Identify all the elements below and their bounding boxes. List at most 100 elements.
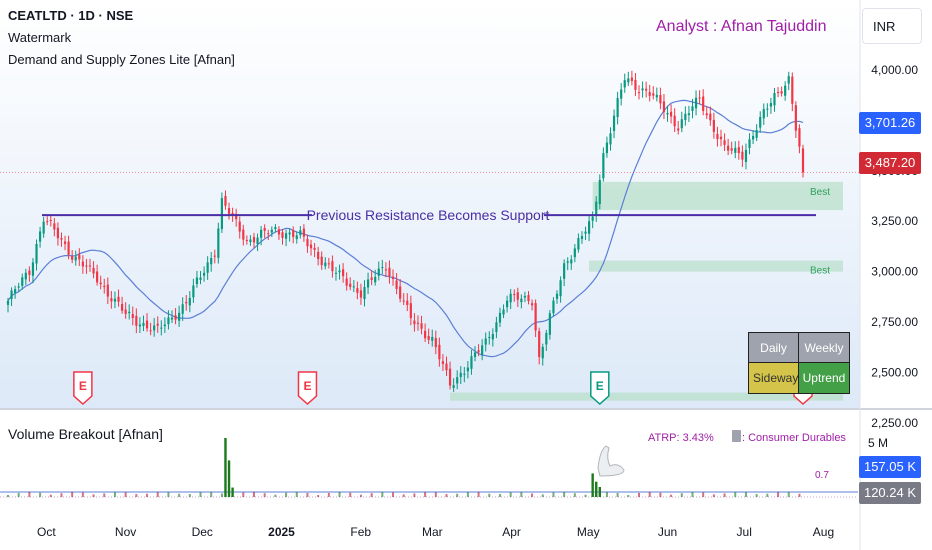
- candle: [659, 87, 662, 110]
- candle: [306, 234, 309, 253]
- candle-body: [466, 367, 469, 372]
- volume-bar: [359, 494, 362, 497]
- last-price-badge: 3,487.20: [859, 152, 921, 174]
- volume-bar: [531, 493, 534, 497]
- candle-body: [345, 278, 348, 286]
- volume-bar: [124, 492, 127, 497]
- price-tick-label: 2,250.00: [871, 416, 918, 430]
- earnings-event-marker[interactable]: E: [590, 371, 610, 406]
- candle: [374, 269, 377, 286]
- candle-body: [630, 77, 633, 81]
- candle-body: [427, 335, 430, 340]
- candle-body: [178, 312, 181, 321]
- candle-body: [673, 115, 676, 127]
- volume-bar: [498, 494, 501, 497]
- candle: [260, 226, 263, 246]
- candle: [131, 306, 134, 326]
- candle-body: [424, 330, 427, 339]
- volume-ma-badge: 157.05 K: [859, 456, 921, 478]
- earnings-marker-shape: [297, 371, 318, 406]
- candle-body: [220, 198, 224, 230]
- volume-spike-bar: [591, 473, 594, 497]
- candle: [652, 86, 655, 100]
- candle: [217, 222, 220, 264]
- candle: [787, 71, 790, 91]
- candle-body: [28, 270, 31, 275]
- symbol-title[interactable]: CEATLTD · 1D · NSE: [8, 8, 134, 23]
- candle: [213, 249, 216, 264]
- candle-body: [284, 233, 288, 239]
- candle-body: [99, 282, 102, 285]
- volume-bar: [670, 494, 673, 497]
- time-tick-label: Jun: [658, 525, 677, 539]
- candle: [620, 83, 623, 106]
- candle-body: [256, 237, 259, 245]
- candle-body: [751, 136, 755, 140]
- candle-body: [702, 96, 705, 111]
- candle: [103, 278, 106, 294]
- candle-body: [545, 332, 548, 345]
- earnings-event-marker[interactable]: E: [73, 371, 93, 406]
- volume-bar: [135, 494, 138, 497]
- candle-body: [185, 301, 188, 304]
- volume-bar: [49, 494, 52, 497]
- currency-selector[interactable]: INR: [862, 8, 922, 44]
- candle-body: [445, 363, 448, 371]
- candle-body: [160, 327, 163, 329]
- candle: [142, 315, 145, 332]
- candle: [424, 323, 427, 343]
- indicator-label-zones[interactable]: Demand and Supply Zones Lite [Afnan]: [8, 52, 235, 67]
- candle: [541, 343, 544, 366]
- candle-body: [188, 297, 191, 306]
- candle-body: [63, 241, 67, 244]
- candle: [388, 260, 391, 284]
- candle-body: [377, 268, 380, 276]
- candle-body: [577, 238, 580, 250]
- indicator-label-watermark[interactable]: Watermark: [8, 30, 72, 45]
- candle-body: [459, 372, 462, 378]
- candle: [634, 73, 637, 96]
- candle: [680, 111, 683, 133]
- candle: [35, 239, 38, 271]
- price-tick-label: 2,750.00: [871, 315, 918, 329]
- volume-indicator-title[interactable]: Volume Breakout [Afnan]: [8, 426, 163, 442]
- candle-body: [21, 277, 24, 286]
- candle-body: [181, 304, 184, 314]
- candle-body: [170, 317, 174, 320]
- candle: [445, 356, 448, 376]
- candle: [712, 112, 715, 139]
- candle: [705, 106, 708, 119]
- volume-bar: [744, 492, 747, 497]
- candle: [523, 291, 527, 303]
- candle-body: [363, 287, 366, 300]
- volume-bar: [17, 492, 20, 497]
- candle-body: [598, 179, 601, 205]
- candle-body: [292, 230, 295, 238]
- candle: [409, 295, 412, 326]
- candle: [206, 256, 209, 280]
- candle-body: [687, 113, 691, 116]
- candle-body: [520, 298, 523, 303]
- candle: [92, 261, 95, 279]
- candle: [666, 105, 669, 122]
- earnings-event-marker[interactable]: E: [297, 371, 318, 406]
- candle-body: [352, 286, 355, 288]
- volume-bar: [541, 494, 544, 497]
- time-tick-label: Dec: [192, 525, 213, 539]
- candle: [167, 310, 170, 330]
- volume-bar: [616, 492, 619, 497]
- volume-bar: [306, 492, 309, 497]
- sector-label: : Consumer Durables: [742, 432, 846, 444]
- time-tick-label: Jul: [737, 525, 752, 539]
- volume-bar: [178, 493, 181, 497]
- candle: [538, 327, 541, 365]
- candle-body: [648, 92, 651, 96]
- candle: [438, 337, 441, 367]
- candle: [780, 86, 783, 97]
- candle: [106, 277, 109, 304]
- candle: [242, 224, 245, 246]
- candle-body: [56, 227, 60, 239]
- candle: [737, 140, 740, 160]
- candle: [284, 229, 288, 247]
